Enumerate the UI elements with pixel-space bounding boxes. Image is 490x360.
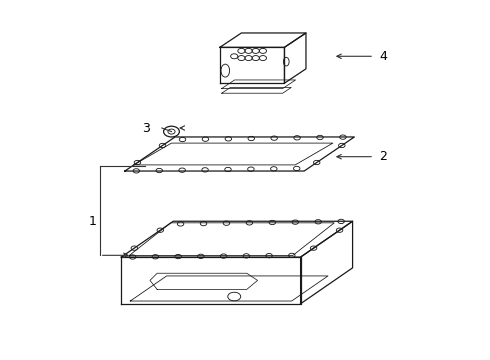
Polygon shape [220,33,306,47]
Polygon shape [125,137,354,171]
Polygon shape [130,276,328,301]
Polygon shape [220,47,285,83]
Polygon shape [285,33,306,83]
Text: 2: 2 [379,150,388,163]
Text: 1: 1 [89,215,97,228]
Polygon shape [122,221,353,257]
Text: 4: 4 [379,50,388,63]
Polygon shape [122,257,300,304]
Polygon shape [300,221,353,304]
Text: 3: 3 [142,122,150,135]
